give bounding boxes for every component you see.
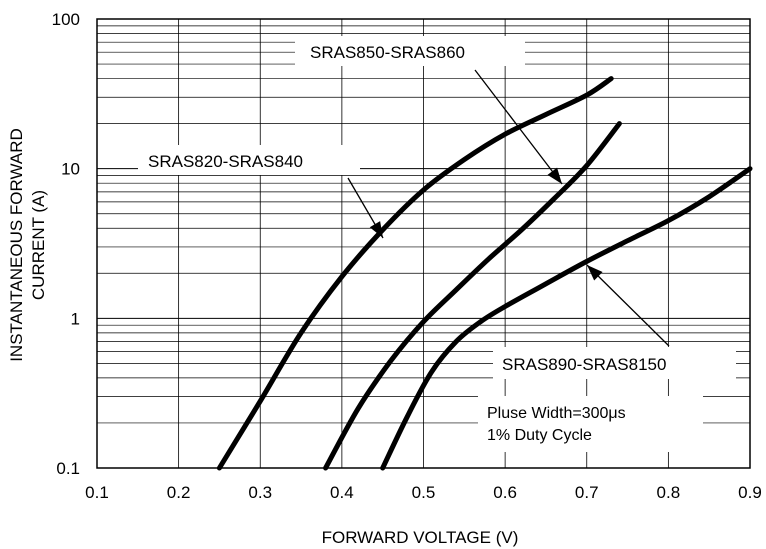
series-label-890: SRAS890-SRAS8150 <box>502 355 666 374</box>
x-tick-label: 0.9 <box>738 483 762 502</box>
note-box <box>478 396 703 452</box>
series-label-820: SRAS820-SRAS840 <box>148 152 303 171</box>
label-box-820 <box>138 145 360 175</box>
y-tick-label: 10 <box>61 160 80 179</box>
arrow-890-line <box>586 264 670 347</box>
y-tick-label: 1 <box>71 309 80 328</box>
y-axis-label: INSTANTANEOUS FORWARD CURRENT (A) <box>7 128 48 362</box>
series-curve-2 <box>323 121 622 471</box>
x-tick-label: 0.3 <box>248 483 272 502</box>
x-tick-label: 0.4 <box>330 483 354 502</box>
y-axis-label-line2: CURRENT (A) <box>29 190 48 300</box>
annotation-arrows <box>347 69 670 347</box>
arrow-820-head <box>369 221 383 238</box>
arrow-890-head <box>587 265 603 281</box>
arrow-850-head <box>547 167 562 184</box>
x-tick-label: 0.6 <box>493 483 517 502</box>
x-tick-label: 0.2 <box>167 483 191 502</box>
series-curve-1 <box>216 76 614 471</box>
label-box-890 <box>493 347 736 379</box>
x-tick-label: 0.1 <box>85 483 109 502</box>
x-tick-labels: 0.1 0.2 0.3 0.4 0.5 0.6 0.7 0.8 0.9 <box>85 483 762 502</box>
plot-frame <box>96 18 751 469</box>
arrow-850-line <box>474 69 563 185</box>
y-tick-labels: 0.1 1 10 100 <box>52 10 80 478</box>
series-label-850: SRAS850-SRAS860 <box>310 43 465 62</box>
y-tick-label: 100 <box>52 10 80 29</box>
series-curves <box>216 76 753 471</box>
x-tick-label: 0.8 <box>657 483 681 502</box>
series-curve-3 <box>380 166 753 471</box>
note-pulse-width: Pluse Width=300μs <box>487 405 626 422</box>
y-axis-label-line1: INSTANTANEOUS FORWARD <box>7 128 26 362</box>
x-tick-label: 0.5 <box>412 483 436 502</box>
x-axis-label: FORWARD VOLTAGE (V) <box>322 528 519 547</box>
x-tick-label: 0.7 <box>575 483 599 502</box>
y-tick-label: 0.1 <box>56 459 80 478</box>
note-duty-cycle: 1% Duty Cycle <box>487 427 592 444</box>
label-box-850 <box>295 36 525 66</box>
